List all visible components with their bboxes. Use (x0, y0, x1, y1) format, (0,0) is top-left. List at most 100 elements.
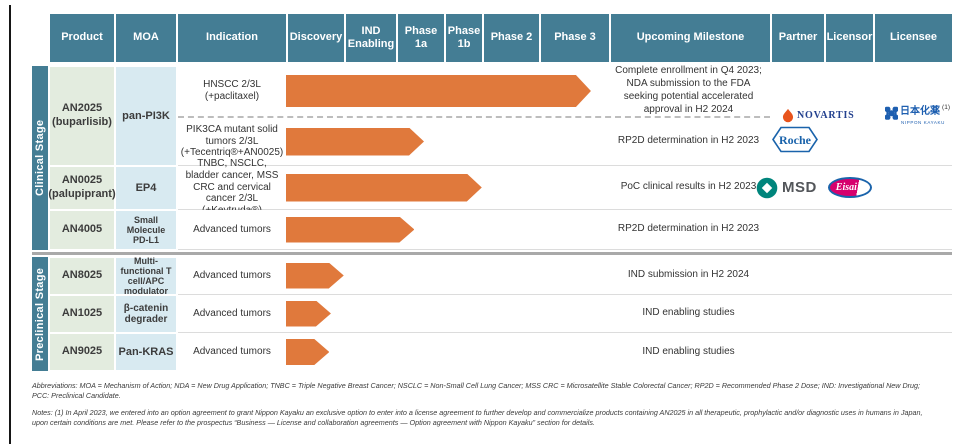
progress-arrow-an9025 (286, 339, 329, 365)
moa-cell-an9025: Pan-KRAS (116, 334, 176, 370)
row-an4005: AN4005 Small Molecule PD-L1 Advanced tum… (50, 210, 952, 250)
preclinical-stage-rows: AN8025 Multi-functional T cell/APC modul… (50, 256, 952, 371)
slide-left-border (9, 5, 11, 444)
milestone-an8025: IND submission in H2 2024 (627, 269, 750, 281)
msd-logo: MSD (756, 177, 817, 199)
header-moa: MOA (116, 14, 176, 62)
header-ind-enabling: IND Enabling (346, 14, 396, 62)
header-phase-3: Phase 3 (541, 14, 609, 62)
header-partner: Partner (772, 14, 824, 62)
phase-track-an8025 (286, 257, 607, 294)
row-an9025: AN9025 Pan-KRAS Advanced tumors IND enab… (50, 333, 952, 371)
note-line-2: upon certain conditions are met. Please … (32, 418, 595, 428)
product-cell-an1025: AN1025 (50, 296, 114, 332)
novartis-wordmark: NOVARTIS (797, 110, 855, 121)
milestone-hnscc: Complete enrollment in Q4 2023; NDA subm… (615, 65, 762, 115)
header-phase-2: Phase 2 (484, 14, 539, 62)
nippon-kayaku-logo-top: 日本化薬 (1) (885, 103, 950, 120)
an2025-subrows: HNSCC 2/3L (+paclitaxel) Complete enroll… (178, 65, 770, 165)
header-phase-1b: Phase 1b (446, 14, 482, 62)
option-agreement-note: Notes: (1) In April 2023, we entered int… (32, 408, 964, 428)
milestone-an9025: IND enabling studies (642, 345, 735, 357)
moa-cell-an8025: Multi-functional T cell/APC modulator (116, 256, 176, 296)
header-upcoming-milestone: Upcoming Milestone (611, 14, 770, 62)
nippon-kayaku-name: NIPPON KAYAKU (901, 119, 945, 125)
novartis-flame-icon (782, 108, 794, 122)
product-cell-an4005: AN4005 (50, 211, 114, 249)
an0025-logos: MSD Eisai (756, 177, 872, 199)
phase-track-an4005 (286, 210, 607, 249)
row-an8025-body: Advanced tumors IND submission in H2 202… (178, 257, 952, 295)
clinical-stage-rows: AN2025 (buparlisib) pan-PI3K HNSCC 2/3L … (48, 65, 952, 250)
an1025-partner-zone (770, 295, 952, 332)
eisai-wordmark: Eisai (835, 182, 857, 193)
header-licensee: Licensee (875, 14, 952, 62)
progress-arrow-an4005 (286, 217, 414, 243)
indication-an1025: Advanced tumors (193, 307, 271, 319)
row-an2025-body: HNSCC 2/3L (+paclitaxel) Complete enroll… (178, 65, 952, 166)
indication-hnscc: HNSCC 2/3L (+paclitaxel) (203, 79, 261, 102)
moa-cell-an4005: Small Molecule PD-L1 (116, 211, 176, 249)
row-an4005-body: Advanced tumors RP2D determination in H2… (178, 210, 952, 250)
clinical-stage-section: Clinical Stage AN2025 (buparlisib) pan-P… (32, 65, 952, 250)
row-an8025: AN8025 Multi-functional T cell/APC modul… (50, 256, 952, 296)
moa-cell-an2025: pan-PI3K (116, 67, 176, 165)
subrow-hnscc: HNSCC 2/3L (+paclitaxel) Complete enroll… (178, 65, 770, 118)
table-header-row: Product MOA Indication Discovery IND Ena… (50, 14, 952, 62)
an9025-partner-zone (770, 333, 952, 371)
header-product: Product (50, 14, 114, 62)
an2025-licensor-licensee-logos: NOVARTIS (770, 103, 952, 125)
product-name: AN2025 (61, 102, 103, 115)
row-an0025: AN0025 (palupiprant) EP4 TNBC, NSCLC, bl… (48, 158, 952, 216)
phase-track-an1025 (286, 295, 607, 332)
an8025-partner-zone (770, 257, 952, 294)
indication-an8025: Advanced tumors (193, 269, 271, 281)
an0025-partner-licensor-zone: MSD Eisai (756, 166, 952, 209)
eisai-logo: Eisai (827, 177, 872, 198)
phase-track-pik3ca (286, 118, 607, 165)
nippon-kayaku-icon (885, 106, 899, 120)
roche-hexagon-icon: Roche (772, 126, 818, 153)
milestone-an1025: IND enabling studies (642, 307, 735, 319)
msd-sphere-icon (756, 177, 778, 198)
moa-cell-an1025: β-catenin degrader (116, 296, 176, 332)
abbreviations-line-2: PCC: Preclinical Candidate. (32, 391, 121, 401)
novartis-logo: NOVARTIS (782, 108, 855, 123)
row-an0025-body: TNBC, NSCLC, bladder cancer, MSS CRC and… (178, 158, 952, 216)
preclinical-stage-section: Preclinical Stage AN8025 Multi-functiona… (32, 256, 952, 371)
product-generic-name: (buparlisib) (52, 116, 112, 128)
product-cell-an8025: AN8025 (50, 258, 114, 294)
pipeline-table: Product MOA Indication Discovery IND Ena… (32, 14, 952, 435)
indication-an4005: Advanced tumors (193, 223, 271, 235)
milestone-an4005: RP2D determination in H2 2023 (617, 223, 760, 235)
stage-divider (32, 252, 952, 255)
subrow-pik3ca: PIK3CA mutant solid tumors 2/3L (+Tecent… (178, 118, 770, 165)
progress-arrow-hnscc (286, 75, 591, 107)
nippon-kayaku-logo: 日本化薬 (1) NIPPON KAYAKU (885, 103, 950, 125)
indication-pik3ca: PIK3CA mutant solid tumors 2/3L (+Tecent… (180, 123, 284, 159)
abbreviations-note: Abbreviations: MOA = Mechanism of Action… (32, 381, 964, 401)
progress-arrow-pik3ca (286, 128, 424, 156)
phase-track-hnscc (286, 66, 607, 116)
product-generic-name: (palupiprant) (48, 188, 116, 200)
header-licensor: Licensor (826, 14, 873, 62)
product-name: AN0025 (61, 174, 103, 187)
footnotes: Abbreviations: MOA = Mechanism of Action… (32, 381, 964, 428)
progress-arrow-an1025 (286, 301, 331, 327)
phase-track-an0025 (286, 166, 607, 209)
phase-track-an9025 (286, 333, 607, 371)
indication-an0025: TNBC, NSCLC, bladder cancer, MSS CRC and… (185, 158, 279, 216)
preclinical-stage-label: Preclinical Stage (32, 257, 48, 371)
row-an1025: AN1025 β-catenin degrader Advanced tumor… (50, 295, 952, 333)
abbreviations-line-1: Abbreviations: MOA = Mechanism of Action… (32, 381, 921, 390)
indication-an9025: Advanced tumors (193, 346, 271, 358)
row-an2025: AN2025 (buparlisib) pan-PI3K HNSCC 2/3L … (50, 65, 952, 166)
row-an1025-body: Advanced tumors IND enabling studies (178, 295, 952, 333)
msd-wordmark: MSD (782, 179, 817, 196)
moa-cell-an0025: EP4 (116, 167, 176, 209)
clinical-stage-label: Clinical Stage (32, 66, 48, 250)
row-an9025-body: Advanced tumors IND enabling studies (178, 333, 952, 371)
progress-arrow-an8025 (286, 263, 344, 289)
footnote-ref-1: (1) (942, 103, 950, 111)
